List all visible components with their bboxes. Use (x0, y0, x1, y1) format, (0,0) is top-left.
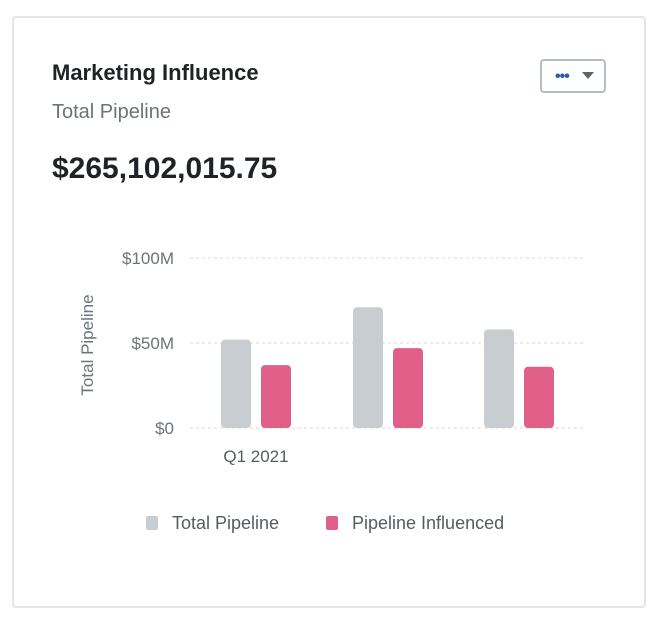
card-subtitle: Total Pipeline (52, 101, 171, 123)
legend-label: Pipeline Influenced (352, 513, 504, 533)
total-pipeline-bar (221, 339, 251, 428)
legend-item[interactable]: Total Pipeline (146, 513, 279, 533)
card-title: Marketing Influence (52, 60, 259, 85)
legend-swatch (146, 516, 158, 530)
legend-swatch (326, 516, 338, 530)
legend-label: Total Pipeline (172, 513, 279, 533)
x-category-label: Q1 2021 (223, 447, 288, 466)
total-pipeline-bar (353, 307, 383, 428)
pipeline-influenced-bar (261, 365, 291, 428)
legend-item[interactable]: Pipeline Influenced (326, 513, 504, 533)
pipeline-influenced-bar (524, 366, 554, 428)
total-pipeline-bar (484, 329, 514, 428)
y-tick-label: $50M (131, 334, 174, 353)
y-axis-label: Total Pipeline (78, 294, 97, 395)
card-menu-button[interactable]: ••• (540, 59, 606, 93)
y-tick-label: $0 (155, 419, 174, 438)
total-pipeline-value: $265,102,015.75 (52, 152, 278, 185)
caret-down-icon (582, 72, 594, 79)
y-tick-label: $100M (122, 249, 174, 268)
marketing-influence-card (12, 16, 646, 608)
more-dots-icon: ••• (555, 68, 570, 85)
pipeline-influenced-bar (393, 348, 423, 428)
